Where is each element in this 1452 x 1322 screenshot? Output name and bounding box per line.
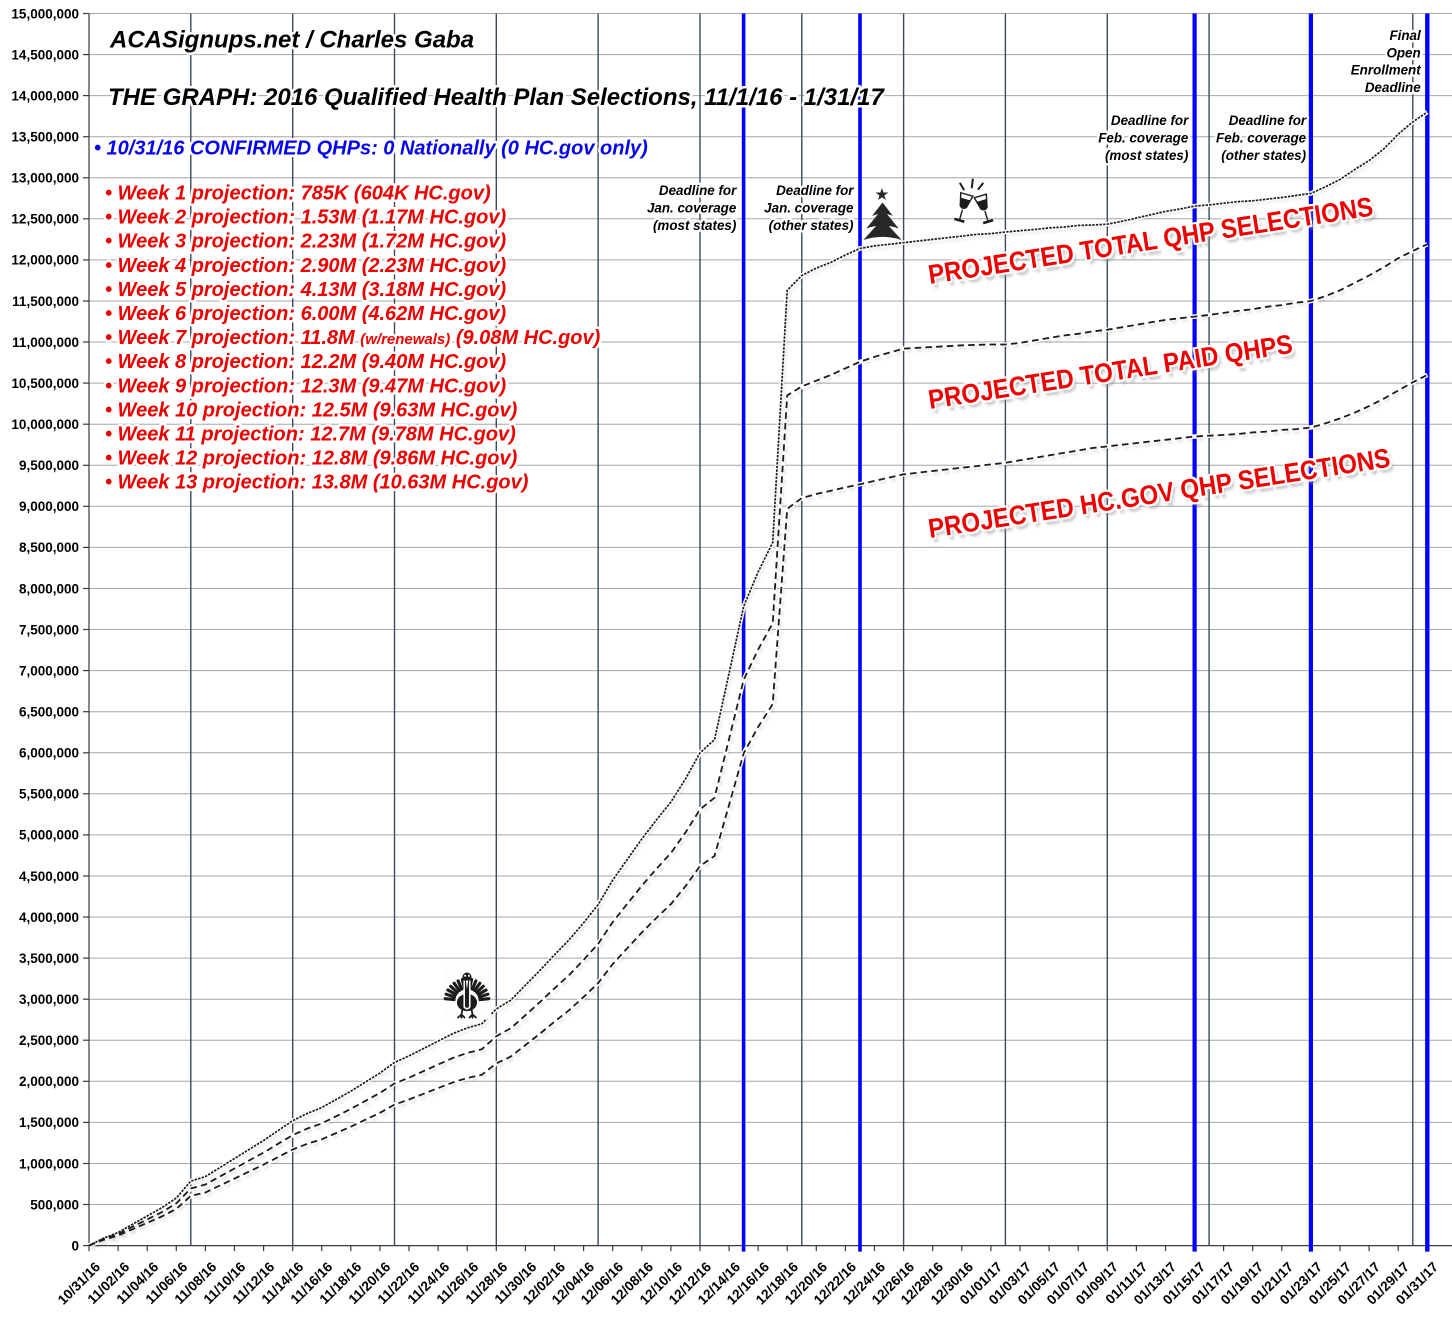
svg-text:• Week 4 projection: 2.90M (2.: • Week 4 projection: 2.90M (2.23M HC.gov… bbox=[105, 255, 507, 277]
svg-text:(most states): (most states) bbox=[1105, 148, 1189, 163]
svg-text:• Week 5 projection: 4.13M (3.: • Week 5 projection: 4.13M (3.18M HC.gov… bbox=[105, 279, 507, 301]
svg-text:(other states): (other states) bbox=[769, 218, 854, 233]
svg-text:10,000,000: 10,000,000 bbox=[11, 417, 79, 432]
svg-text:7,000,000: 7,000,000 bbox=[19, 663, 79, 678]
svg-text:14,500,000: 14,500,000 bbox=[11, 47, 79, 62]
svg-text:• Week 1 projection: 785K (604: • Week 1 projection: 785K (604K HC.gov) bbox=[105, 183, 491, 205]
svg-text:4,500,000: 4,500,000 bbox=[19, 869, 79, 884]
svg-text:9,500,000: 9,500,000 bbox=[19, 458, 79, 473]
svg-text:11,000,000: 11,000,000 bbox=[12, 335, 79, 350]
svg-text:Enrollment: Enrollment bbox=[1351, 63, 1421, 78]
svg-text:9,000,000: 9,000,000 bbox=[19, 499, 79, 514]
svg-text:2,500,000: 2,500,000 bbox=[19, 1033, 79, 1048]
svg-text:• Week 12 projection: 12.8M (9: • Week 12 projection: 12.8M (9.86M HC.go… bbox=[105, 448, 518, 470]
svg-text:2,000,000: 2,000,000 bbox=[19, 1074, 79, 1089]
svg-text:0: 0 bbox=[71, 1238, 79, 1253]
svg-text:• Week 10 projection: 12.5M (9: • Week 10 projection: 12.5M (9.63M HC.go… bbox=[105, 399, 518, 421]
svg-text:• Week 13 projection: 13.8M (1: • Week 13 projection: 13.8M (10.63M HC.g… bbox=[105, 472, 529, 494]
svg-text:Deadline: Deadline bbox=[1365, 80, 1421, 95]
svg-text:1,500,000: 1,500,000 bbox=[19, 1115, 79, 1130]
svg-text:• Week 7 projection: 11.8M (w/: • Week 7 projection: 11.8M (w/renewals) … bbox=[105, 327, 601, 349]
svg-text:3,500,000: 3,500,000 bbox=[19, 951, 79, 966]
svg-text:8,000,000: 8,000,000 bbox=[19, 581, 79, 596]
svg-text:14,000,000: 14,000,000 bbox=[11, 88, 79, 103]
svg-text:• Week 6 projection: 6.00M (4.: • Week 6 projection: 6.00M (4.62M HC.gov… bbox=[105, 303, 507, 325]
svg-text:15,000,000: 15,000,000 bbox=[11, 6, 79, 21]
svg-text:Deadline for: Deadline for bbox=[1111, 113, 1189, 128]
svg-text:• Week 9 projection: 12.3M (9.: • Week 9 projection: 12.3M (9.47M HC.gov… bbox=[105, 375, 507, 397]
svg-text:Deadline for: Deadline for bbox=[659, 183, 737, 198]
svg-text:Jan. coverage: Jan. coverage bbox=[764, 201, 854, 216]
svg-text:THE GRAPH: 2016 Qualified Heal: THE GRAPH: 2016 Qualified Health Plan Se… bbox=[108, 84, 886, 111]
svg-text:(other states): (other states) bbox=[1221, 148, 1306, 163]
svg-text:8,500,000: 8,500,000 bbox=[19, 540, 79, 555]
svg-text:Feb. coverage: Feb. coverage bbox=[1098, 131, 1189, 146]
svg-text:Deadline for: Deadline for bbox=[776, 183, 854, 198]
svg-text:12,000,000: 12,000,000 bbox=[11, 253, 79, 268]
svg-text:Final: Final bbox=[1389, 28, 1421, 43]
svg-text:• Week 11 projection: 12.7M (9: • Week 11 projection: 12.7M (9.78M HC.go… bbox=[105, 424, 516, 446]
svg-text:500,000: 500,000 bbox=[30, 1197, 79, 1212]
svg-text:6,500,000: 6,500,000 bbox=[19, 705, 79, 720]
svg-text:6,000,000: 6,000,000 bbox=[19, 746, 79, 761]
svg-text:• 10/31/16 CONFIRMED QHPs: 0 N: • 10/31/16 CONFIRMED QHPs: 0 Nationally … bbox=[94, 138, 648, 160]
svg-text:• Week 8 projection: 12.2M (9.: • Week 8 projection: 12.2M (9.40M HC.gov… bbox=[105, 351, 507, 373]
svg-text:13,500,000: 13,500,000 bbox=[11, 130, 79, 145]
svg-text:Jan. coverage: Jan. coverage bbox=[647, 201, 737, 216]
svg-text:• Week 3 projection: 2.23M (1.: • Week 3 projection: 2.23M (1.72M HC.gov… bbox=[105, 231, 507, 253]
svg-text:5,000,000: 5,000,000 bbox=[19, 828, 79, 843]
svg-text:1,000,000: 1,000,000 bbox=[19, 1156, 79, 1171]
svg-text:10,500,000: 10,500,000 bbox=[11, 376, 79, 391]
svg-text:4,000,000: 4,000,000 bbox=[19, 910, 79, 925]
svg-text:3,000,000: 3,000,000 bbox=[19, 992, 79, 1007]
svg-text:12,500,000: 12,500,000 bbox=[11, 212, 79, 227]
svg-text:Feb. coverage: Feb. coverage bbox=[1216, 131, 1307, 146]
svg-text:7,500,000: 7,500,000 bbox=[19, 622, 79, 637]
svg-text:5,500,000: 5,500,000 bbox=[19, 787, 79, 802]
svg-text:• Week 2 projection: 1.53M (1.: • Week 2 projection: 1.53M (1.17M HC.gov… bbox=[105, 207, 507, 229]
svg-text:11,500,000: 11,500,000 bbox=[12, 294, 79, 309]
svg-text:ACASignups.net / Charles Gaba: ACASignups.net / Charles Gaba bbox=[109, 27, 474, 54]
svg-text:Deadline for: Deadline for bbox=[1229, 113, 1307, 128]
svg-text:Open: Open bbox=[1386, 45, 1420, 60]
svg-text:(most states): (most states) bbox=[653, 218, 737, 233]
svg-text:13,000,000: 13,000,000 bbox=[11, 171, 79, 186]
